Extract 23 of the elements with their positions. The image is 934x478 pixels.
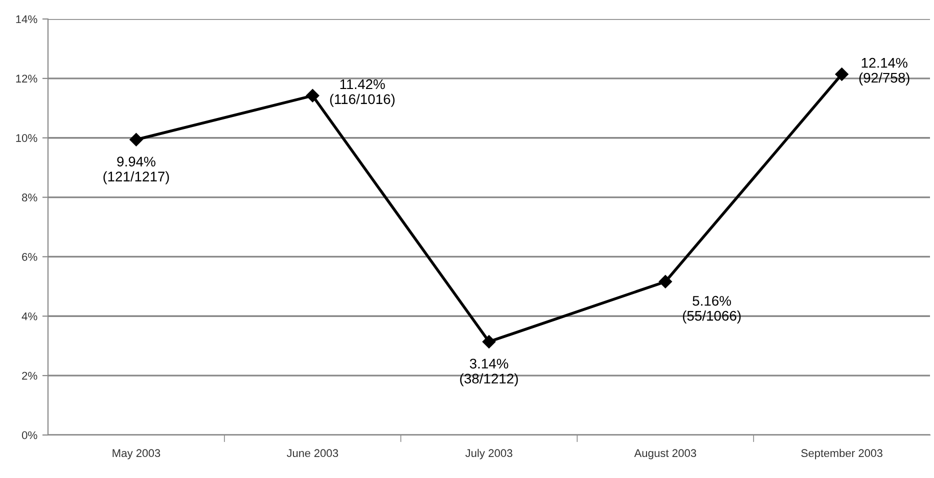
y-tick-label: 0% <box>22 431 38 440</box>
point <box>658 275 672 288</box>
x-tick-label: September 2003 <box>801 448 882 460</box>
point <box>835 68 848 81</box>
point <box>130 133 143 146</box>
y-tick-label: 12% <box>16 74 38 83</box>
point <box>482 335 496 348</box>
y-tick-label: 4% <box>22 312 38 320</box>
data-label: 3.14% (38/1212) <box>460 358 518 386</box>
x-tick-label: July 2003 <box>465 448 512 460</box>
x-tick-label: May 2003 <box>112 449 160 460</box>
data-label: 5.16% (55/1066) <box>682 296 741 324</box>
y-tick-label: 14% <box>16 15 38 24</box>
x-tick-label: August 2003 <box>634 449 696 460</box>
data-label: 9.94% (121/1217) <box>103 156 169 184</box>
y-tick-label: 8% <box>22 194 38 202</box>
data-label: 12.14% (92/758) <box>859 58 910 86</box>
x-tick-label: June 2003 <box>286 449 338 458</box>
data-label: 11.42% (116/1016) <box>330 79 395 107</box>
y-tick-label: 6% <box>22 252 38 261</box>
y-tick-label: 10% <box>16 134 38 142</box>
point <box>306 89 320 102</box>
y-tick-label: 2% <box>22 372 38 380</box>
